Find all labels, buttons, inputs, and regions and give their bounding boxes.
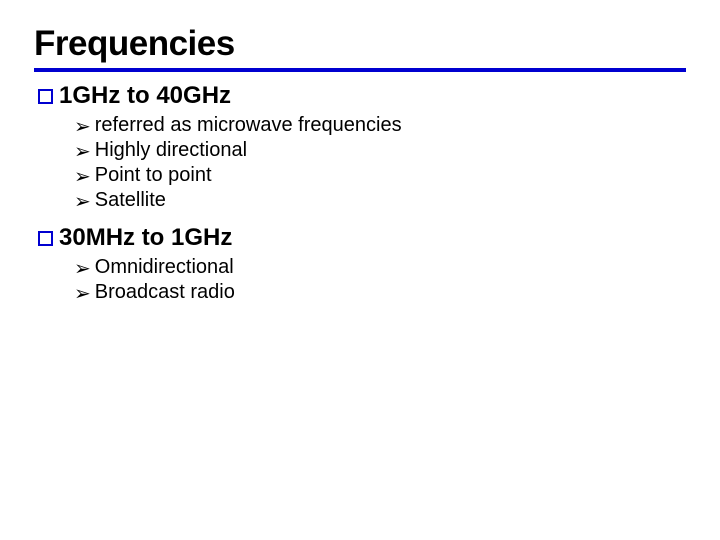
list-item-l2: ➢Omnidirectional — [74, 256, 686, 281]
list-item-l1: 1GHz to 40GHz — [34, 82, 686, 110]
list-item-l2-label: Point to point — [95, 164, 212, 187]
slide-content: 1GHz to 40GHz➢referred as microwave freq… — [34, 82, 686, 306]
list-item-l2: ➢Satellite — [74, 189, 686, 214]
list-item-l2-label: referred as microwave frequencies — [95, 114, 402, 137]
arrow-bullet-icon: ➢ — [74, 189, 91, 214]
list-item-l1: 30MHz to 1GHz — [34, 224, 686, 252]
list-item-l2: ➢Broadcast radio — [74, 281, 686, 306]
arrow-bullet-icon: ➢ — [74, 114, 91, 139]
list-item-l1-label: 30MHz to 1GHz — [59, 224, 232, 252]
square-bullet-icon — [38, 89, 53, 104]
title-rule — [34, 68, 686, 72]
sublist: ➢Omnidirectional➢Broadcast radio — [34, 256, 686, 306]
list-item-l2-label: Highly directional — [95, 139, 247, 162]
arrow-bullet-icon: ➢ — [74, 256, 91, 281]
arrow-bullet-icon: ➢ — [74, 139, 91, 164]
slide: Frequencies 1GHz to 40GHz➢referred as mi… — [0, 0, 720, 540]
slide-title: Frequencies — [34, 24, 686, 66]
square-bullet-icon — [38, 231, 53, 246]
list-item-l2-label: Omnidirectional — [95, 256, 234, 279]
list-item-l2: ➢Point to point — [74, 164, 686, 189]
sublist: ➢referred as microwave frequencies➢Highl… — [34, 114, 686, 214]
arrow-bullet-icon: ➢ — [74, 281, 91, 306]
arrow-bullet-icon: ➢ — [74, 164, 91, 189]
list-item-l2: ➢referred as microwave frequencies — [74, 114, 686, 139]
list-item-l2: ➢Highly directional — [74, 139, 686, 164]
list-item-l2-label: Satellite — [95, 189, 166, 212]
list-item-l2-label: Broadcast radio — [95, 281, 235, 304]
list-item-l1-label: 1GHz to 40GHz — [59, 82, 231, 110]
